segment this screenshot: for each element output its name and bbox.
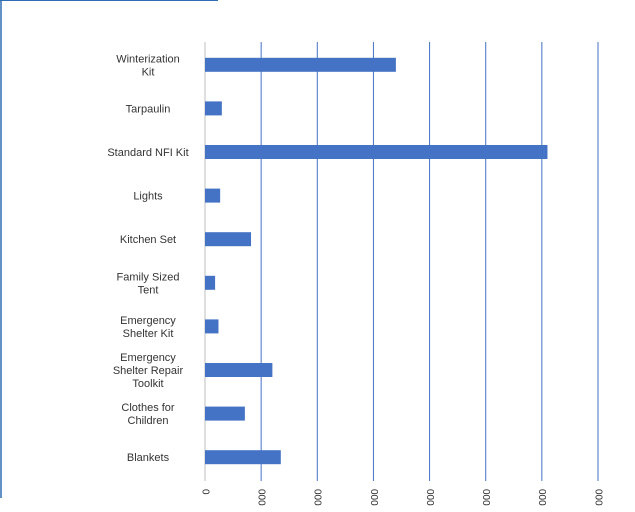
category-label: Kitchen Set [120, 234, 176, 246]
bar [205, 319, 219, 334]
x-tick-label: 000 [480, 489, 491, 506]
bar [205, 188, 221, 203]
x-tick-label: 000 [592, 489, 603, 506]
x-tick-label: 000 [424, 489, 435, 506]
bar [205, 232, 252, 247]
category-label: Standard NFI Kit [107, 147, 188, 159]
bar [205, 101, 222, 116]
x-tick-label: 000 [368, 489, 379, 506]
bars [205, 57, 548, 465]
bar [205, 450, 281, 465]
bar [205, 406, 245, 421]
x-tick-label: 000 [312, 489, 323, 506]
category-label: Emergency Shelter Kit [120, 315, 176, 340]
category-label: Blankets [127, 452, 170, 464]
category-label: Family Sized Tent [117, 271, 180, 296]
category-labels: Winterization Kit Tarpaulin Standard NFI Ki… [107, 53, 188, 464]
category-label: Clothes for Children [121, 402, 175, 427]
bar [205, 57, 396, 72]
bar [205, 363, 273, 377]
category-label: Emergency Shelter Repair Toolkit [113, 352, 184, 390]
x-tick-label: 000 [256, 489, 267, 506]
x-tick-labels: 0 000 000 000 000 000 000 000 [199, 489, 603, 506]
x-tick-label: 0 [199, 489, 210, 495]
bar [205, 145, 548, 159]
category-label: Lights [133, 191, 163, 203]
gridlines [204, 42, 599, 481]
bar [205, 275, 216, 290]
category-label: Winterization Kit [116, 53, 180, 78]
x-tick-label: 000 [536, 489, 547, 506]
category-label: Tarpaulin [126, 103, 171, 115]
